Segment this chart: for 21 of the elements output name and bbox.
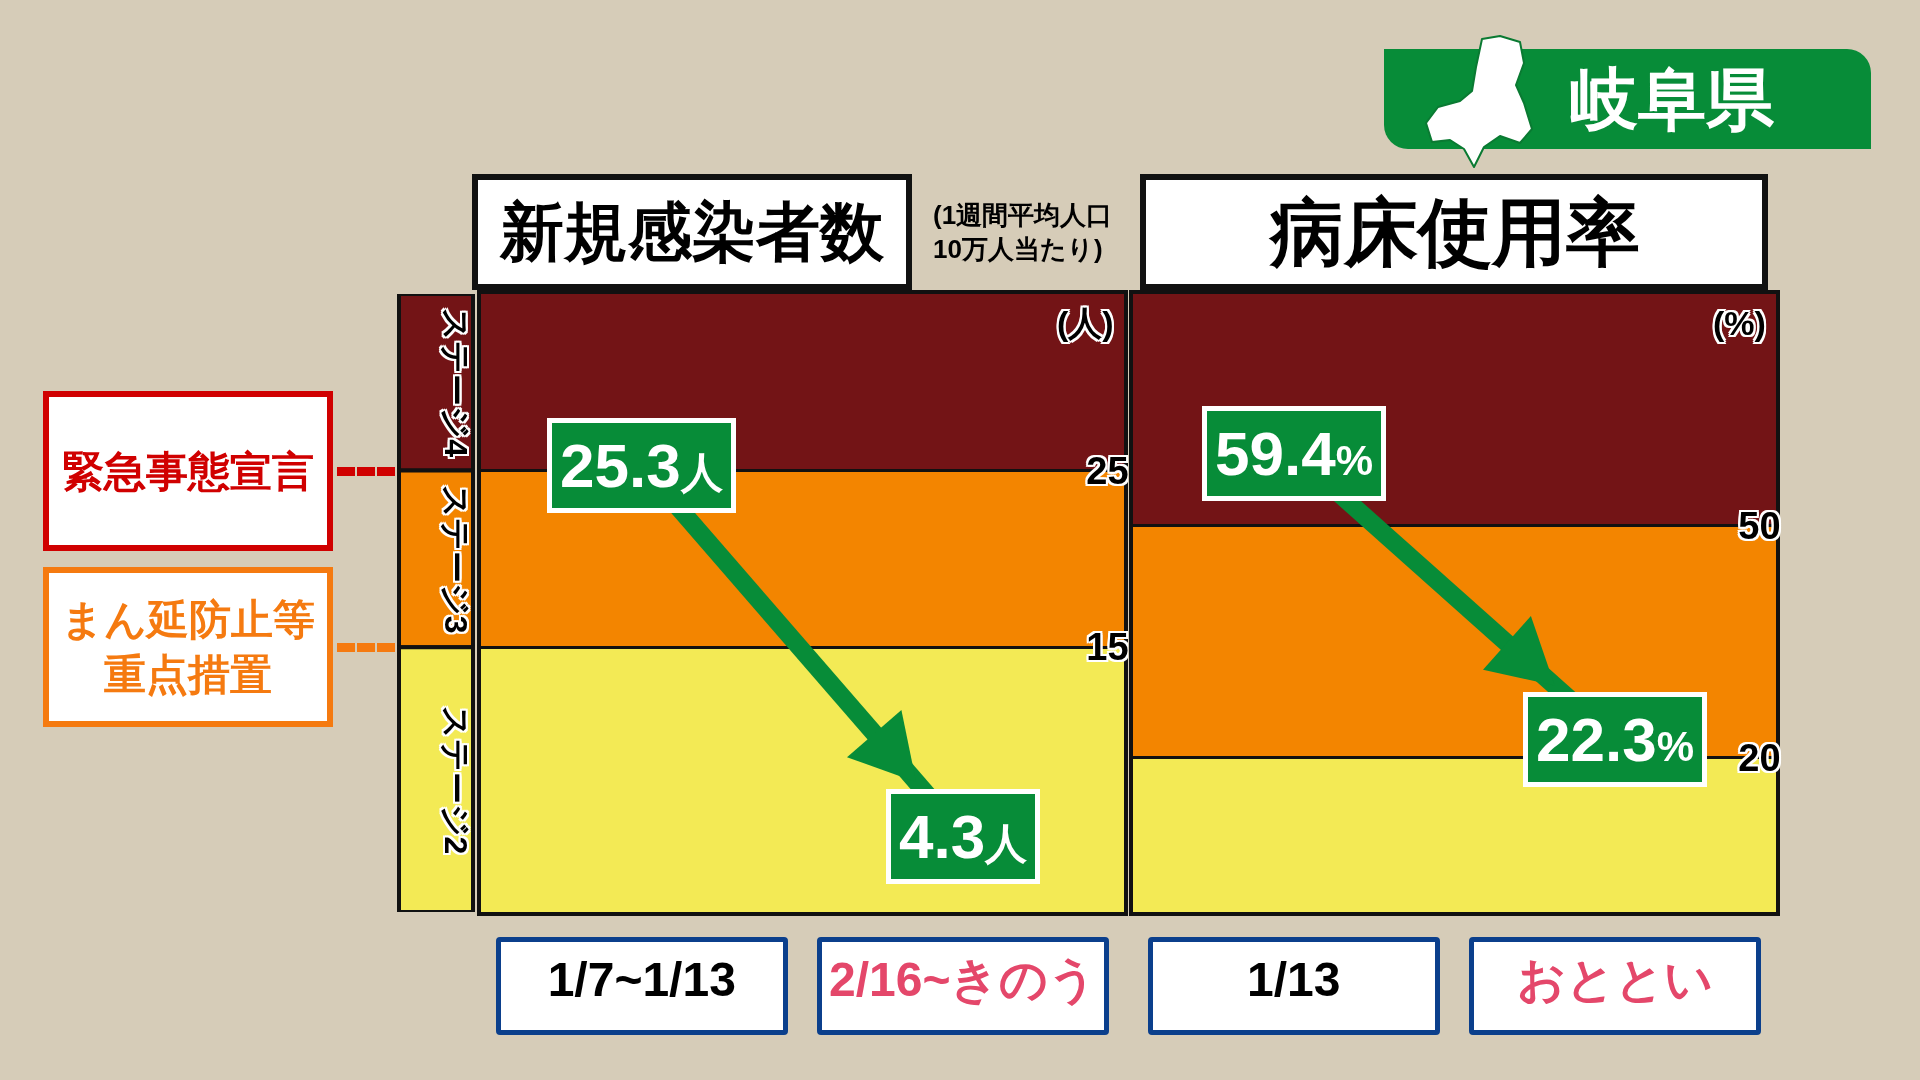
band-label: ステージ3: [437, 484, 474, 634]
chart-title: 新規感染者数: [499, 196, 885, 268]
data-label: 25.3人: [560, 431, 723, 500]
x-tick-label: 1/13: [1247, 952, 1341, 1006]
chart-subtitle: (1週間平均人口10万人当たり): [933, 200, 1113, 264]
data-label: 59.4%: [1215, 419, 1374, 488]
chart-title: 病床使用率: [1268, 190, 1640, 274]
data-label: 22.3%: [1536, 705, 1695, 774]
data-label: 4.3人: [899, 802, 1028, 871]
text: 緊急事態宣言: [62, 447, 314, 495]
text: 岐阜県: [1570, 61, 1774, 137]
x-tick-label: 1/7~1/13: [547, 952, 736, 1006]
y-tick-label: 50: [1738, 505, 1781, 548]
band-label: ステージ4: [438, 308, 475, 458]
y-axis-title: (人): [1057, 304, 1114, 342]
y-axis-title: (%): [1713, 304, 1766, 342]
x-tick-label: おととい: [1517, 952, 1714, 1006]
x-tick-label: 2/16~きのう: [829, 952, 1098, 1007]
y-tick-label: 25: [1086, 449, 1129, 492]
text: まん延防止等重点措置: [61, 596, 315, 698]
band-label: ステージ2: [437, 705, 474, 855]
